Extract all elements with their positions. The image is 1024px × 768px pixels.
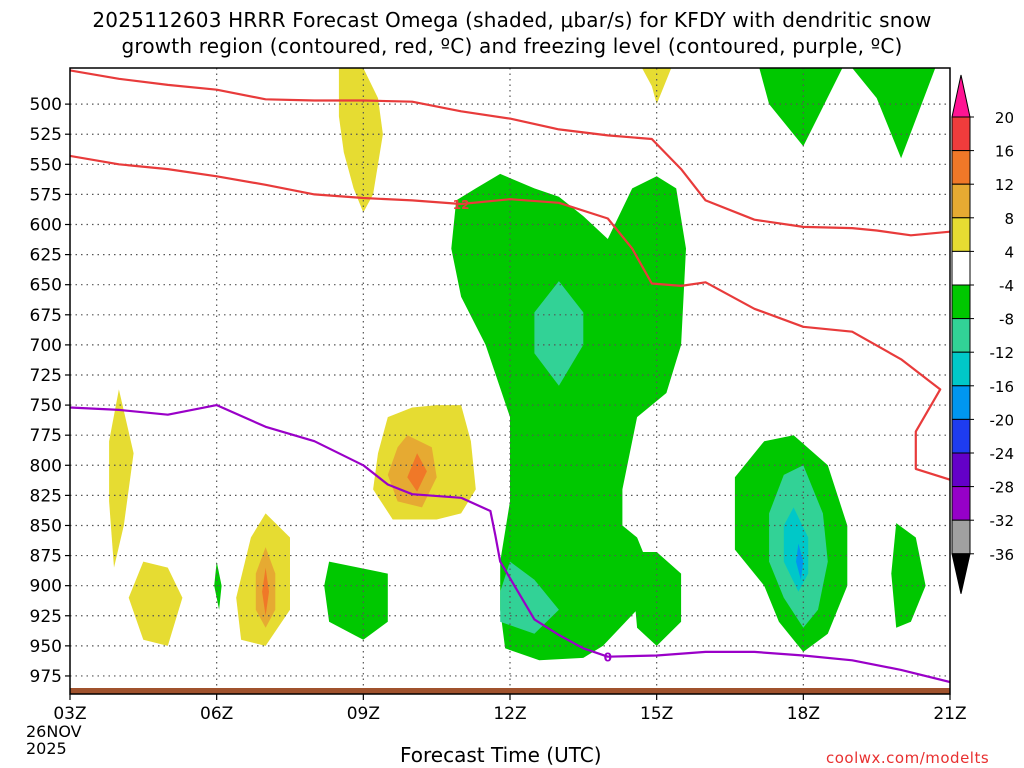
colorbar-label-11: -28	[990, 479, 1015, 497]
colorbar-box-6	[951, 318, 971, 353]
x-tick-label-03Z: 03Z	[53, 704, 86, 724]
y-tick-label-825: 825	[30, 486, 62, 506]
y-axis: 500 525 550 575 600 625 650 675 700 725 750 775 800 8…	[30, 95, 70, 687]
omega-region-11	[324, 561, 388, 640]
colorbar-box-8	[951, 385, 971, 420]
y-tick-label-900: 900	[30, 577, 62, 597]
colorbar-box-3	[951, 217, 971, 252]
x-date-label-year: 2025	[26, 739, 67, 758]
y-tick-label-750: 750	[30, 396, 62, 416]
x-tick-label-15Z: 15Z	[640, 704, 673, 724]
dgz-contour-label: 12	[453, 198, 470, 212]
x-date-label-day: 26NOV	[26, 722, 82, 741]
colorbar-box-0	[951, 116, 971, 152]
colorbar-box-9	[951, 418, 971, 454]
colorbar-label-12: -32	[990, 512, 1015, 530]
colorbar-box-2	[951, 183, 971, 219]
colorbar-label-5: -4	[999, 277, 1014, 295]
chart-title-line-2: growth region (contoured, red, ºC) and f…	[121, 34, 903, 58]
y-tick-label-875: 875	[30, 547, 62, 567]
x-axis-label: Forecast Time (UTC)	[400, 743, 602, 767]
colorbar-label-1: 16	[995, 143, 1014, 161]
y-tick-label-575: 575	[30, 185, 62, 205]
y-tick-label-850: 850	[30, 516, 62, 536]
omega-region-3	[534, 281, 584, 386]
y-tick-label-700: 700	[30, 336, 62, 356]
omega-region-12	[891, 523, 926, 628]
contour-lines: 12 0	[70, 69, 950, 684]
x-tick-label-06Z: 06Z	[200, 704, 233, 724]
colorbar: 20 16 12 8 4 -4 -8 -12 -16 -20 -24 -28 -32 -36	[951, 74, 1015, 594]
freezing-contour-label: 0	[604, 651, 612, 665]
colorbar-label-3: 8	[1004, 210, 1014, 228]
colorbar-label-8: -16	[990, 378, 1015, 396]
y-tick-label-525: 525	[30, 125, 62, 145]
y-tick-label-650: 650	[30, 276, 62, 296]
y-tick-label-725: 725	[30, 366, 62, 386]
colorbar-box-5	[951, 284, 971, 320]
y-tick-label-675: 675	[30, 306, 62, 326]
omega-region-16	[407, 453, 427, 492]
omega-region-18	[128, 561, 183, 646]
y-tick-label-775: 775	[30, 426, 62, 446]
x-tick-label-18Z: 18Z	[787, 704, 820, 724]
terrain-band	[70, 688, 950, 694]
colorbar-box-11	[951, 486, 971, 521]
colorbar-box-10	[951, 452, 971, 488]
y-tick-label-625: 625	[30, 246, 62, 266]
colorbar-label-2: 12	[995, 176, 1014, 194]
omega-region-13	[214, 561, 222, 610]
colorbar-label-10: -24	[990, 445, 1015, 463]
y-tick-label-500: 500	[30, 95, 62, 115]
omega-region-17	[109, 389, 134, 568]
omega-region-9	[796, 543, 804, 580]
colorbar-label-4: 4	[1004, 243, 1014, 261]
colorbar-box-7	[951, 351, 971, 387]
chart-title-line-1: 2025112603 HRRR Forecast Omega (shaded, …	[92, 8, 932, 32]
y-tick-label-550: 550	[30, 155, 62, 175]
omega-region-21	[262, 567, 269, 616]
colorbar-label-7: -12	[990, 344, 1015, 362]
omega-region-2	[451, 173, 686, 661]
colorbar-label-6: -8	[999, 311, 1014, 329]
colorbar-top-arrow	[951, 74, 971, 118]
y-tick-label-925: 925	[30, 607, 62, 627]
omega-region-10	[632, 552, 682, 646]
colorbar-label-9: -20	[990, 411, 1015, 429]
dgz_contour-line-0	[70, 69, 950, 237]
x-tick-label-09Z: 09Z	[347, 704, 380, 724]
colorbar-box-12	[951, 519, 971, 555]
colorbar-box-1	[951, 150, 971, 185]
x-axis: 03Z 06Z 09Z 12Z 15Z 18Z 21Z	[53, 694, 967, 724]
dgz_contour-line-1	[70, 154, 950, 481]
freezing_level-line-2	[70, 404, 950, 684]
y-tick-label-950: 950	[30, 637, 62, 657]
colorbar-box-4	[951, 250, 971, 286]
colorbar-label-13: -36	[990, 546, 1015, 564]
omega-region-0	[338, 68, 383, 213]
colorbar-label-0: 20	[995, 109, 1014, 127]
y-tick-label-800: 800	[30, 456, 62, 476]
grid-lines	[70, 68, 950, 688]
x-tick-label-12Z: 12Z	[493, 704, 526, 724]
x-tick-label-21Z: 21Z	[933, 704, 966, 724]
omega-region-1	[642, 68, 672, 105]
credit-link[interactable]: coolwx.com/modelts	[826, 749, 990, 767]
y-tick-label-600: 600	[30, 216, 62, 236]
y-tick-label-975: 975	[30, 667, 62, 687]
colorbar-bottom-arrow	[951, 553, 971, 594]
